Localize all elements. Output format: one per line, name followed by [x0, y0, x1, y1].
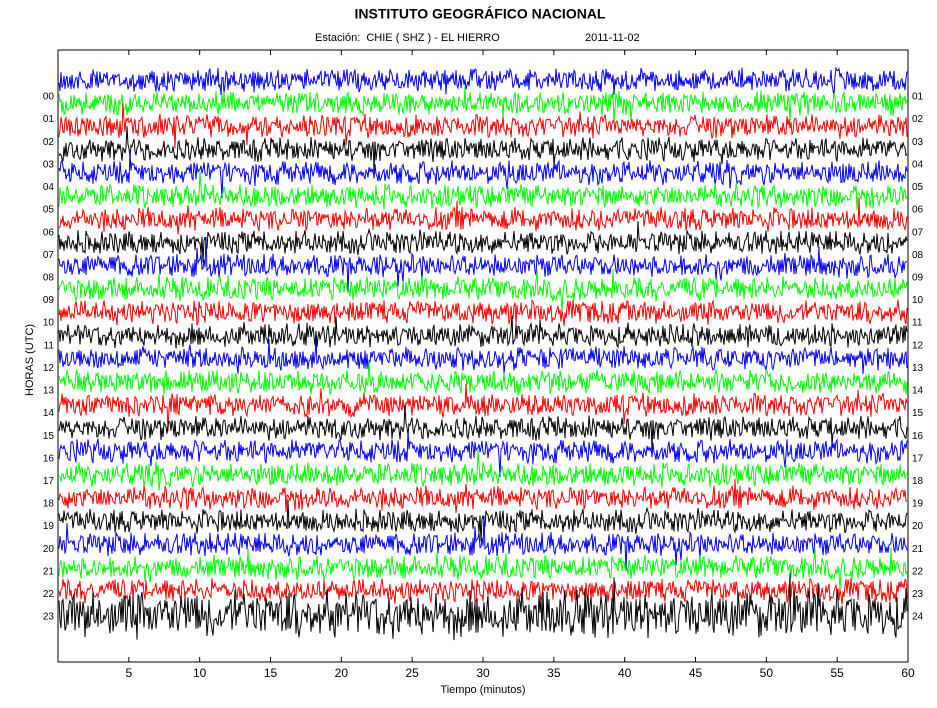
x-tick-label: 40: [618, 666, 632, 680]
x-tick-label: 45: [689, 666, 703, 680]
row-label-right: 23: [912, 589, 924, 600]
row-label-right: 07: [912, 227, 924, 238]
row-label-left: 05: [43, 205, 55, 216]
x-tick-label: 35: [547, 666, 561, 680]
row-label-left: 11: [44, 340, 55, 351]
trace: [58, 449, 908, 491]
trace: [58, 236, 908, 292]
row-label-right: 10: [912, 295, 924, 306]
row-label-left: 00: [43, 92, 55, 103]
trace: [58, 171, 908, 211]
y-axis-label: HORAS (UTC): [24, 324, 36, 396]
trace: [58, 430, 908, 477]
x-tick-label: 50: [760, 666, 774, 680]
x-tick-label: 60: [901, 666, 915, 680]
row-label-left: 04: [43, 182, 55, 193]
x-tick-label: 15: [264, 666, 278, 680]
row-label-right: 17: [912, 453, 924, 464]
trace: [58, 515, 908, 571]
row-label-left: 18: [43, 499, 55, 510]
trace: [58, 499, 908, 542]
trace: [58, 85, 908, 125]
row-label-left: 03: [43, 159, 55, 170]
row-label-left: 06: [43, 227, 55, 238]
row-label-right: 20: [912, 521, 924, 532]
trace: [58, 152, 908, 199]
row-label-right: 03: [912, 137, 924, 148]
trace: [58, 315, 908, 349]
row-label-right: 24: [912, 612, 924, 623]
row-label-left: 12: [43, 363, 55, 374]
row-label-left: 21: [43, 566, 55, 577]
row-label-left: 13: [43, 386, 55, 397]
row-label-left: 09: [43, 295, 55, 306]
trace: [58, 479, 908, 514]
row-label-left: 17: [43, 476, 55, 487]
row-label-right: 06: [912, 205, 924, 216]
x-tick-label: 10: [193, 666, 207, 680]
row-label-right: 15: [912, 408, 924, 419]
x-tick-label: 55: [830, 666, 844, 680]
row-label-left: 02: [43, 137, 55, 148]
row-label-right: 13: [912, 363, 924, 374]
trace: [58, 269, 908, 313]
trace: [58, 404, 908, 449]
row-label-left: 15: [43, 431, 55, 442]
row-label-left: 16: [43, 453, 55, 464]
row-label-right: 01: [912, 92, 924, 103]
x-tick-label: 25: [405, 666, 419, 680]
row-label-right: 08: [912, 250, 924, 261]
row-label-right: 19: [912, 499, 924, 510]
x-tick-label: 20: [335, 666, 349, 680]
row-label-right: 16: [912, 431, 924, 442]
trace: [58, 577, 908, 605]
trace: [58, 221, 908, 263]
subtitle: Estación: CHIE ( SHZ ) - EL HIERRO: [315, 32, 500, 44]
x-tick-label: 5: [125, 666, 132, 680]
row-label-left: 07: [43, 250, 55, 261]
trace: [58, 197, 908, 235]
trace: [58, 103, 908, 149]
row-label-left: 23: [43, 612, 55, 623]
row-label-left: 22: [43, 589, 55, 600]
row-label-left: 10: [43, 318, 55, 329]
row-label-right: 18: [912, 476, 924, 487]
row-label-right: 12: [912, 340, 924, 351]
trace: [58, 299, 908, 326]
trace: [58, 383, 908, 431]
traces: [58, 66, 908, 641]
row-label-right: 04: [912, 159, 924, 170]
trace: [58, 573, 908, 641]
trace: [58, 360, 908, 396]
row-label-right: 11: [912, 318, 923, 329]
row-label-right: 02: [912, 114, 924, 125]
row-label-left: 14: [43, 408, 55, 419]
row-label-right: 21: [912, 544, 924, 555]
trace: [58, 66, 908, 97]
chart-title: INSTITUTO GEOGRÁFICO NACIONAL: [355, 6, 606, 22]
row-label-left: 08: [43, 273, 55, 284]
row-label-left: 20: [43, 544, 55, 555]
row-label-right: 09: [912, 273, 924, 284]
row-label-right: 05: [912, 182, 924, 193]
trace: [58, 338, 908, 375]
date: 2011-11-02: [585, 32, 640, 44]
row-label-left: 01: [43, 114, 55, 125]
row-label-left: 19: [43, 521, 55, 532]
row-label-right: 14: [912, 386, 924, 397]
row-label-right: 22: [912, 566, 924, 577]
x-axis-label: Tiempo (minutos): [440, 684, 525, 696]
trace: [58, 547, 908, 591]
x-tick-label: 30: [476, 666, 490, 680]
trace: [58, 126, 908, 171]
